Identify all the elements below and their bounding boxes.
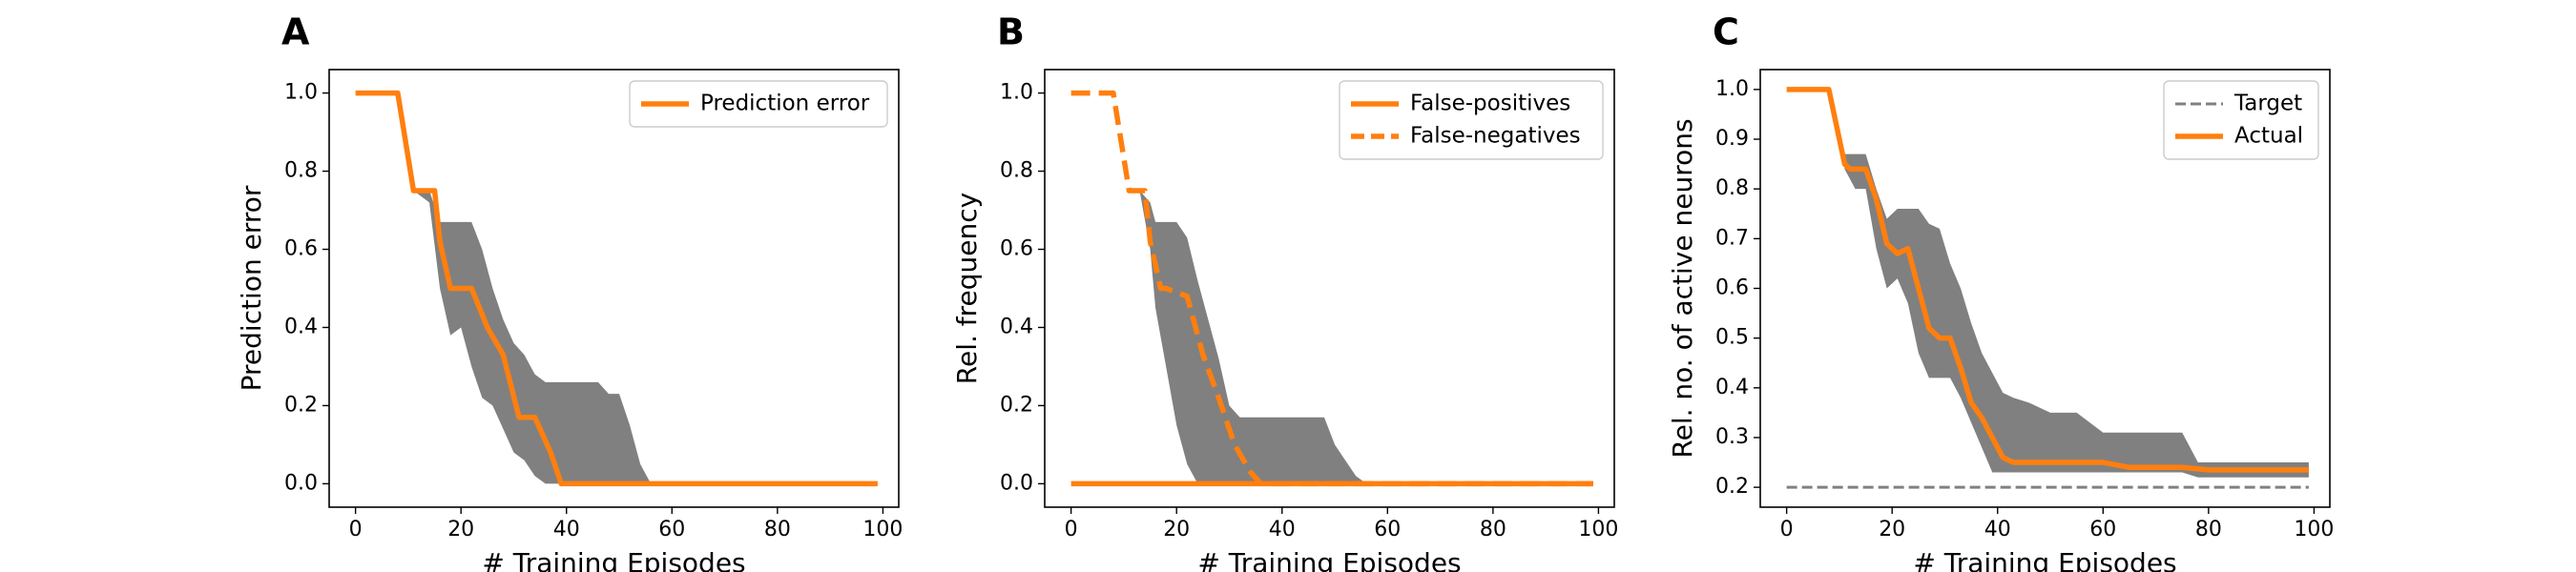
chart-panel-c: C 0 20 40 60 80 100 0.2 0.3 0.4 0.5 0.6 0.7 0.8 0.9 1.0…: [1667, 11, 2334, 572]
y-tick-label: 0.7: [1715, 226, 1749, 250]
legend-box: [629, 80, 888, 128]
series-line-prediction-error: [355, 90, 878, 487]
y-axis-label: Rel. frequency: [951, 193, 983, 384]
legend-box: [2163, 80, 2319, 160]
x-tick-label: 40: [1984, 518, 2011, 541]
legend: Prediction error: [629, 80, 888, 128]
legend: Target Actual: [2163, 80, 2319, 160]
series-line-actual: [1786, 87, 2309, 473]
x-tick-label: 100: [1578, 518, 1618, 541]
panel-label: A: [281, 11, 310, 53]
legend-box: [1339, 80, 1604, 160]
y-tick-label: 0.3: [1715, 425, 1749, 449]
series-line-false-negatives: [1070, 90, 1593, 487]
y-tick-label: 0.0: [1000, 471, 1033, 495]
chart-panel-b: B 0 20 40 60 80 100 0.0 0.2 0.4 0.6 0.8 1.0 # Trainin…: [951, 11, 1618, 572]
axes-frame: [1044, 69, 1615, 508]
y-tick-label: 1.0: [1715, 77, 1749, 101]
y-tick-label: 0.4: [1000, 315, 1033, 338]
x-tick-label: 60: [1374, 518, 1401, 541]
x-tick-label: 80: [2195, 518, 2222, 541]
legend-entry: Actual: [2234, 124, 2303, 149]
y-tick-label: 0.0: [284, 471, 318, 495]
axes-frame: [328, 69, 900, 508]
x-tick-label: 0: [1065, 518, 1078, 541]
y-tick-label: 0.4: [284, 315, 318, 338]
y-tick-label: 0.4: [1715, 376, 1749, 399]
x-tick-label: 40: [1269, 518, 1296, 541]
y-tick-label: 0.6: [284, 237, 318, 261]
legend-entry: False-negatives: [1410, 124, 1581, 149]
x-tick-label: 80: [1480, 518, 1506, 541]
x-axis-label: # Training Episodes: [482, 547, 745, 572]
y-tick-label: 1.0: [1000, 81, 1033, 105]
y-tick-label: 0.5: [1715, 326, 1749, 350]
legend-entry: Prediction error: [700, 92, 870, 116]
panel-label: C: [1713, 11, 1739, 53]
x-tick-label: 100: [2294, 518, 2334, 541]
confidence-band: [1139, 191, 1367, 484]
y-tick-label: 0.2: [284, 393, 318, 417]
confidence-band: [413, 191, 652, 484]
panel-label: B: [997, 11, 1025, 53]
x-tick-label: 0: [1780, 518, 1794, 541]
y-tick-label: 0.8: [284, 159, 318, 183]
y-tick-label: 1.0: [284, 81, 318, 105]
x-tick-label: 60: [2089, 518, 2116, 541]
y-tick-label: 0.9: [1715, 127, 1749, 151]
x-tick-label: 20: [447, 518, 474, 541]
x-tick-label: 0: [349, 518, 363, 541]
legend: False-positives False-negatives: [1339, 80, 1604, 160]
legend-entry: False-positives: [1410, 92, 1570, 116]
y-tick-label: 0.2: [1715, 475, 1749, 499]
y-axis-label: Prediction error: [236, 185, 267, 391]
y-axis-label: Rel. no. of active neurons: [1667, 118, 1698, 458]
x-tick-label: 60: [658, 518, 685, 541]
y-tick-label: 0.2: [1000, 393, 1033, 417]
x-axis-label: # Training Episodes: [1913, 547, 2176, 572]
y-tick-label: 0.8: [1000, 159, 1033, 183]
y-tick-label: 0.6: [1000, 237, 1033, 261]
chart-panel-a: A 0 20 40 60 80 100 0.0 0.2 0.4 0.6 0.8 1.0 # Trainin…: [236, 11, 903, 572]
legend-entry: Target: [2233, 92, 2302, 116]
x-tick-label: 20: [1879, 518, 1905, 541]
x-tick-label: 100: [862, 518, 903, 541]
x-tick-label: 80: [764, 518, 791, 541]
y-tick-label: 0.6: [1715, 276, 1749, 300]
confidence-band: [1844, 153, 2309, 478]
x-tick-label: 40: [553, 518, 580, 541]
x-axis-label: # Training Episodes: [1197, 547, 1461, 572]
y-tick-label: 0.8: [1715, 176, 1749, 200]
x-tick-label: 20: [1163, 518, 1190, 541]
